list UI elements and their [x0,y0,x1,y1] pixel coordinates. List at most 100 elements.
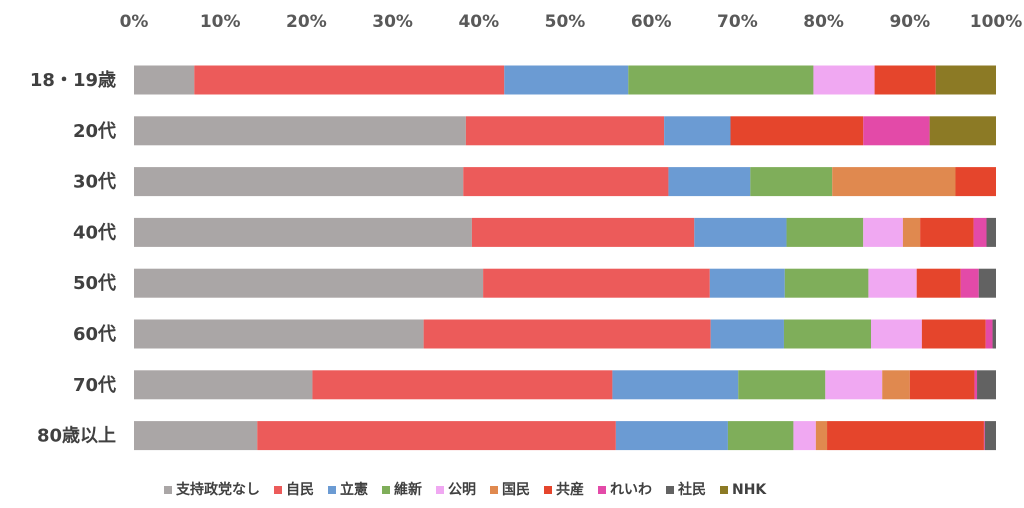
bar-segment [921,319,986,349]
bar-segment [916,268,961,298]
bar-segment [984,421,996,451]
category-label: 18・19歳 [30,70,116,91]
bar-segment [793,421,816,451]
bar-segment [977,370,996,400]
bar-segment [813,65,875,95]
bar-segment [882,370,910,400]
x-tick-label: 0% [120,12,149,32]
x-tick-label: 70% [717,12,758,32]
bar-segment [825,370,883,400]
x-tick-label: 40% [458,12,499,32]
category-label: 80歳以上 [37,426,116,447]
legend-label: 立憲 [340,481,368,498]
bar-segment [832,167,956,197]
bar-segment [727,421,794,451]
bar-segment [902,217,921,247]
x-tick-label: 60% [631,12,672,32]
bar-segment [710,319,784,349]
bar-segment [738,370,826,400]
legend-label: 公明 [448,482,476,498]
bar-segment [871,319,922,349]
bar-segment [471,217,695,247]
bar-segment [863,217,903,247]
legend-swatch [666,486,674,494]
bar-segment [134,421,258,451]
bars [134,65,996,451]
x-tick-label: 80% [803,12,844,32]
category-label: 50代 [73,273,116,294]
x-tick-label: 50% [545,12,586,32]
category-labels: 18・19歳 20代 30代 40代 50代 60代 70代 80歳以上 [30,70,116,447]
legend-swatch [164,486,172,494]
legend: 支持政党なし 自民 立憲 維新 公明 国民 共産 れいわ 社民 NHK [164,481,767,498]
bar-segment [615,421,728,451]
bar-segment [863,116,930,146]
bar-segment [134,116,466,146]
bar-segment [786,217,864,247]
bar-segment [694,217,787,247]
bar-segment [194,65,505,95]
legend-swatch [490,486,498,494]
bar-segment [465,116,665,146]
bar-segment [974,370,978,400]
bar-segment [668,167,751,197]
bar-segment [960,268,979,298]
legend-label: 国民 [502,482,530,498]
bar-segment [257,421,616,451]
legend-label: 共産 [556,481,584,498]
category-label: 30代 [73,172,116,193]
category-label: 40代 [73,222,116,243]
bar-segment [874,65,936,95]
bar-segment [935,65,996,95]
legend-swatch [544,486,552,494]
category-label: 60代 [73,324,116,345]
bar-segment [955,167,996,197]
bar-segment [664,116,731,146]
bar-segment [612,370,739,400]
bar-segment [827,421,984,451]
legend-label: 維新 [394,481,422,498]
bar-segment [978,268,996,298]
legend-swatch [382,486,390,494]
x-tick-label: 10% [200,12,241,32]
bar-segment [750,167,833,197]
bar-segment [983,421,985,451]
bar-segment [463,167,669,197]
bar-segment [730,116,864,146]
legend-label: れいわ [610,482,652,498]
legend-swatch [328,486,336,494]
legend-label: NHK [732,482,767,498]
bar-segment [784,268,869,298]
x-tick-label: 90% [889,12,930,32]
category-label: 20代 [73,121,116,142]
bar-segment [134,370,313,400]
bar-segment [134,319,424,349]
legend-swatch [598,486,606,494]
bar-segment [986,217,996,247]
bar-segment [423,319,711,349]
legend-swatch [436,486,444,494]
bar-segment [973,217,987,247]
bar-segment [628,65,814,95]
bar-segment [312,370,613,400]
legend-label: 支持政党なし [175,481,260,498]
x-axis-ticks: 0% 10% 20% 30% 40% 50% 60% 70% 80% 90% 100% [120,12,1023,32]
legend-label: 社民 [677,481,706,498]
x-tick-label: 30% [372,12,413,32]
bar-segment [868,268,917,298]
legend-label: 自民 [286,481,314,498]
bar-segment [483,268,710,298]
bar-segment [909,370,975,400]
bar-segment [134,217,472,247]
x-tick-label: 100% [970,12,1023,32]
bar-segment [815,421,828,451]
bar-segment [920,217,974,247]
bar-segment [134,268,484,298]
legend-swatch [274,486,282,494]
bar-segment [783,319,872,349]
bar-segment [929,116,996,146]
bar-segment [134,65,195,95]
category-label: 70代 [73,375,116,396]
bar-segment [504,65,629,95]
